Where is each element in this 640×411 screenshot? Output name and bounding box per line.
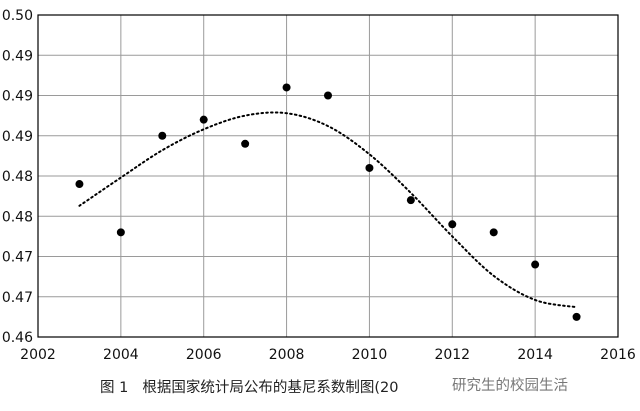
y-tick-labels: 0.46 0.47 0.47 0.48 0.48 0.49 0.49 0.49 0.50 (2, 8, 33, 346)
x-tick-label: 2006 (186, 347, 222, 363)
y-tick-label: 0.49 (2, 129, 33, 145)
data-point (448, 220, 457, 229)
data-point (199, 115, 208, 124)
y-tick-label: 0.49 (2, 89, 33, 105)
y-tick-label: 0.48 (2, 169, 33, 185)
x-tick-label: 2010 (352, 347, 388, 363)
x-tick-label: 2012 (434, 347, 470, 363)
data-point (116, 228, 125, 237)
figure-caption: 图 1 根据国家统计局公布的基尼系数制图(20 (100, 376, 630, 397)
caption-label: 图 1 (100, 380, 129, 396)
x-tick-label: 2002 (20, 347, 56, 363)
y-tick-label: 0.49 (2, 48, 33, 64)
x-tick-label: 2004 (103, 347, 139, 363)
data-point (324, 91, 332, 100)
data-point (282, 83, 291, 92)
data-point (489, 228, 498, 237)
data-point (158, 131, 167, 140)
data-points (75, 83, 581, 321)
x-tick-labels: 2002 2004 2006 2008 2010 2012 2014 2016 (20, 347, 636, 363)
caption-text: 根据国家统计局公布的基尼系数制图(20 (142, 380, 399, 396)
y-tick-label: 0.50 (2, 8, 33, 24)
gini-chart: 0.46 0.47 0.47 0.48 0.48 0.49 0.49 0.49 0.50 200… (2, 8, 636, 363)
axes (37, 14, 619, 338)
trend-path (78, 111, 578, 309)
y-tick-label: 0.46 (2, 330, 33, 346)
x-tick-label: 2016 (600, 347, 636, 363)
data-point (241, 139, 250, 148)
x-tick-label: 2008 (269, 347, 305, 363)
data-point (365, 163, 374, 172)
data-point (75, 180, 84, 189)
y-tick-label: 0.48 (2, 209, 33, 225)
y-tick-label: 0.47 (2, 290, 33, 306)
y-tick-label: 0.47 (2, 250, 33, 266)
data-point (406, 196, 415, 205)
data-point (531, 260, 540, 269)
data-point (572, 312, 581, 321)
trend-line (78, 111, 578, 309)
x-tick-label: 2014 (517, 347, 553, 363)
plot-frame (37, 14, 619, 338)
watermark: 研究生的校园生活 (452, 374, 568, 395)
